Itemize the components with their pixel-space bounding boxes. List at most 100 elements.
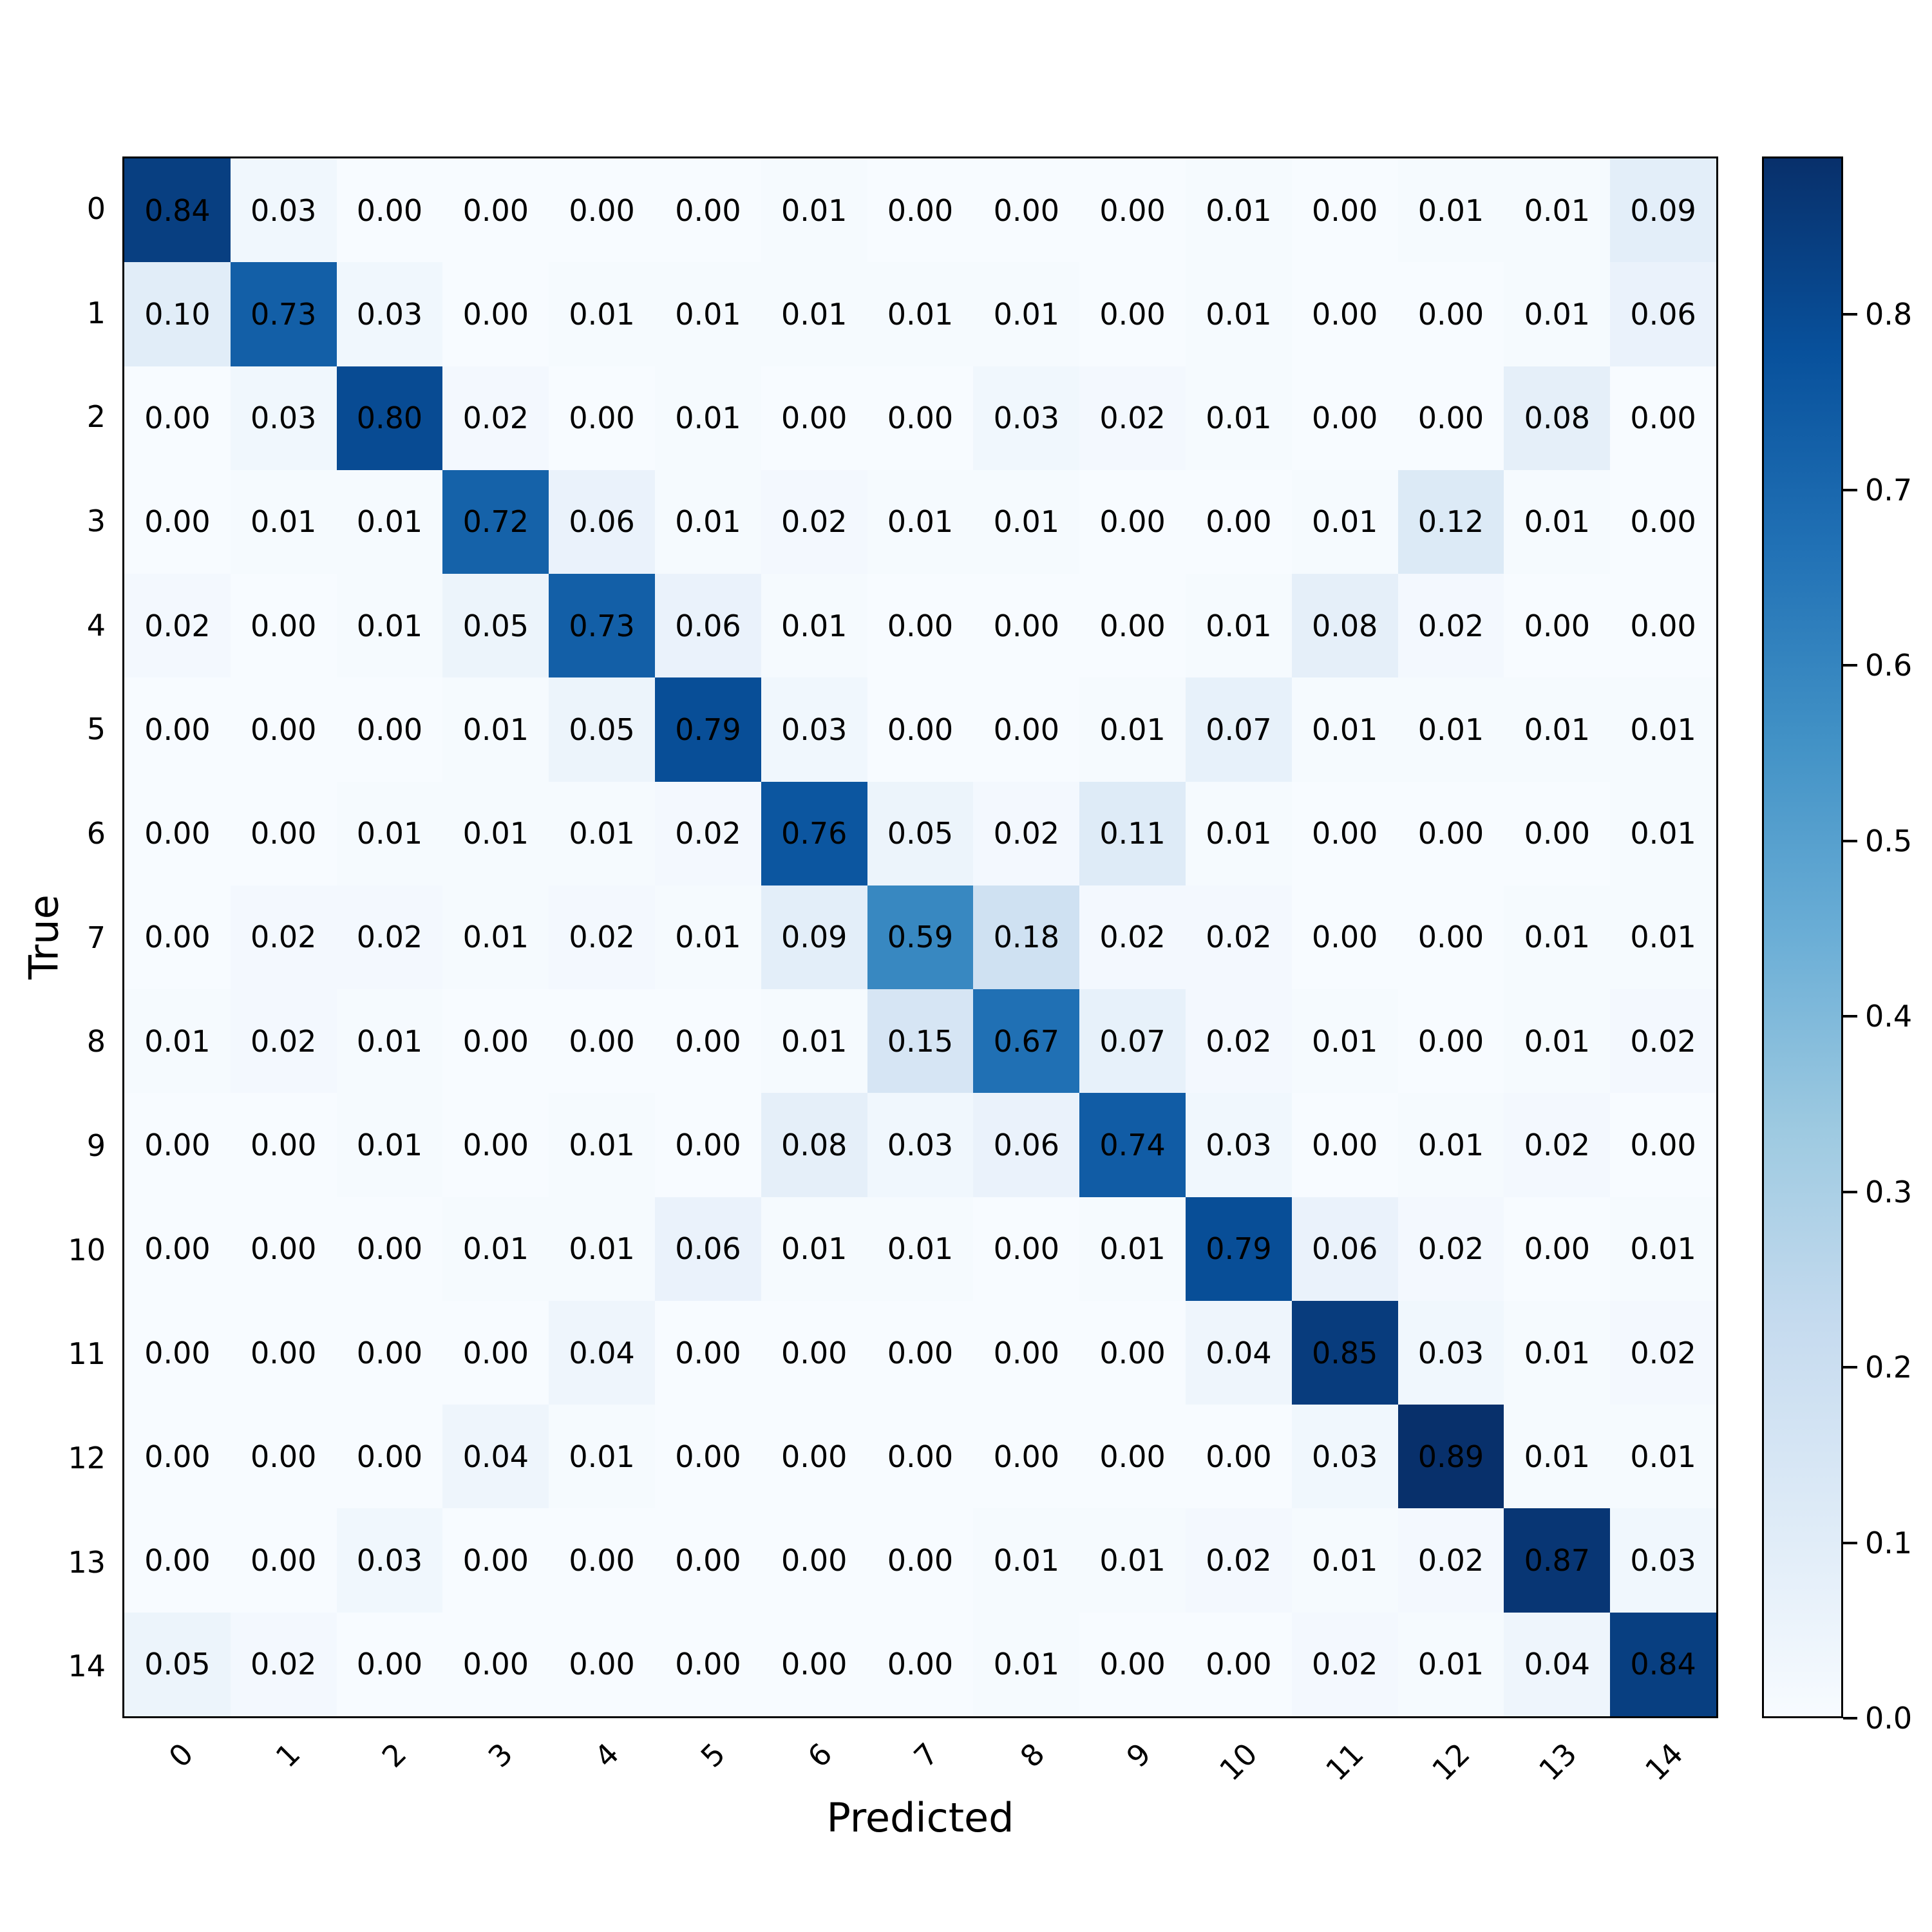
cell-value: 0.01 (356, 1128, 423, 1163)
cell-value: 0.01 (781, 296, 848, 332)
heatmap-cell: 0.00 (1079, 262, 1186, 366)
heatmap-cell: 0.00 (124, 366, 231, 470)
cell-value: 0.73 (250, 296, 317, 332)
cell-value: 0.03 (1311, 1439, 1378, 1474)
heatmap-cell: 0.00 (867, 158, 974, 263)
cell-value: 0.01 (1630, 920, 1696, 955)
cell-value: 0.02 (250, 1023, 317, 1059)
heatmap-cell: 0.01 (973, 469, 1080, 574)
cell-value: 0.00 (1417, 816, 1484, 851)
cell-value: 0.00 (993, 608, 1059, 643)
cell-value: 0.00 (356, 1439, 423, 1474)
cell-value: 0.02 (1206, 920, 1272, 955)
heatmap-cell: 0.05 (549, 677, 655, 782)
cell-value: 0.00 (993, 1335, 1059, 1370)
heatmap-cell: 0.00 (761, 1612, 867, 1716)
heatmap-cell: 0.00 (336, 1405, 443, 1509)
cell-value: 0.00 (250, 1543, 317, 1578)
cell-value: 0.00 (250, 1128, 317, 1163)
cell-value: 0.00 (144, 1128, 211, 1163)
x-tick-label: 7 (907, 1736, 945, 1774)
cell-value: 0.00 (356, 1231, 423, 1267)
heatmap-cell: 0.00 (1291, 781, 1398, 886)
heatmap-cell: 0.00 (761, 1508, 867, 1613)
heatmap-cell: 0.02 (442, 366, 549, 470)
heatmap-cell: 0.01 (1610, 1405, 1716, 1509)
heatmap-cell: 0.00 (1397, 885, 1504, 990)
cell-value: 0.00 (1630, 401, 1696, 436)
heatmap-cell: 0.00 (1610, 1093, 1716, 1197)
heatmap-cell: 0.01 (1079, 677, 1186, 782)
cell-value: 0.01 (1206, 193, 1272, 228)
heatmap-cell: 0.06 (655, 1197, 761, 1301)
cell-value: 0.00 (569, 1647, 635, 1682)
colorbar-tick-mark (1843, 664, 1857, 667)
cell-value: 0.00 (1099, 193, 1166, 228)
cell-value: 0.01 (462, 1231, 529, 1267)
heatmap-cell: 0.01 (1079, 1508, 1186, 1613)
heatmap-cell: 0.01 (761, 158, 867, 263)
heatmap-cell: 0.01 (336, 1093, 443, 1197)
cell-value: 0.02 (250, 920, 317, 955)
heatmap-cell: 0.02 (336, 885, 443, 990)
y-tick-label: 14 (68, 1649, 106, 1684)
cell-value: 0.01 (1524, 193, 1590, 228)
heatmap-cell: 0.02 (230, 1612, 337, 1716)
y-axis-tick-labels: 0 1 2 3 4 5 6 7 8 9 10 11 12 13 14 (0, 156, 115, 1718)
heatmap-cell: 0.02 (1504, 1093, 1611, 1197)
heatmap-cell: 0.02 (1186, 989, 1292, 1094)
heatmap-cell: 0.01 (1504, 1300, 1611, 1405)
cell-value: 0.02 (1099, 920, 1166, 955)
heatmap-cell: 0.01 (1186, 574, 1292, 678)
heatmap-cell: 0.00 (973, 158, 1080, 263)
x-tick-label: 8 (1013, 1736, 1052, 1774)
cell-value: 0.00 (250, 1335, 317, 1370)
cell-value: 0.04 (462, 1439, 529, 1474)
heatmap-cell: 0.89 (1397, 1405, 1504, 1509)
cell-value: 0.01 (993, 504, 1059, 540)
heatmap-cell: 0.00 (549, 989, 655, 1094)
heatmap-cell: 0.01 (761, 989, 867, 1094)
cell-value: 0.09 (1630, 193, 1696, 228)
heatmap-cell: 0.01 (1504, 677, 1611, 782)
heatmap-cell: 0.00 (867, 366, 974, 470)
heatmap-cell: 0.00 (655, 1612, 761, 1716)
cell-value: 0.01 (569, 1231, 635, 1267)
cell-value: 0.00 (462, 1647, 529, 1682)
heatmap-cell: 0.01 (1397, 677, 1504, 782)
cell-value: 0.00 (144, 816, 211, 851)
cell-value: 0.00 (1206, 504, 1272, 540)
cell-value: 0.01 (356, 504, 423, 540)
cell-value: 0.00 (781, 1647, 848, 1682)
cell-value: 0.03 (781, 712, 848, 747)
heatmap-cell: 0.03 (230, 158, 337, 263)
cell-value: 0.01 (675, 504, 741, 540)
heatmap-cell: 0.00 (973, 1197, 1080, 1301)
heatmap-cell: 0.02 (1610, 1300, 1716, 1405)
heatmap-cell: 0.02 (1186, 885, 1292, 990)
cell-value: 0.80 (356, 401, 423, 436)
heatmap-cell: 0.01 (973, 1612, 1080, 1716)
cell-value: 0.04 (569, 1335, 635, 1370)
cell-value: 0.00 (1311, 401, 1378, 436)
cell-value: 0.01 (1099, 1231, 1166, 1267)
heatmap-cell: 0.01 (1291, 1508, 1398, 1613)
cell-value: 0.01 (993, 1647, 1059, 1682)
heatmap-cell: 0.01 (442, 885, 549, 990)
cell-value: 0.85 (1311, 1335, 1378, 1370)
cell-value: 0.00 (250, 608, 317, 643)
cell-value: 0.01 (887, 1231, 954, 1267)
cell-value: 0.00 (144, 1231, 211, 1267)
heatmap-cell: 0.00 (973, 1300, 1080, 1405)
cell-value: 0.01 (675, 401, 741, 436)
heatmap-cell: 0.03 (1291, 1405, 1398, 1509)
cell-value: 0.00 (1099, 296, 1166, 332)
heatmap-cell: 0.03 (1186, 1093, 1292, 1197)
heatmap-cell: 0.00 (230, 1405, 337, 1509)
heatmap-cell: 0.00 (655, 1300, 761, 1405)
heatmap-cell: 0.84 (1610, 1612, 1716, 1716)
cell-value: 0.00 (887, 1543, 954, 1578)
cell-value: 0.01 (1524, 1439, 1590, 1474)
heatmap-cell: 0.01 (1291, 989, 1398, 1094)
